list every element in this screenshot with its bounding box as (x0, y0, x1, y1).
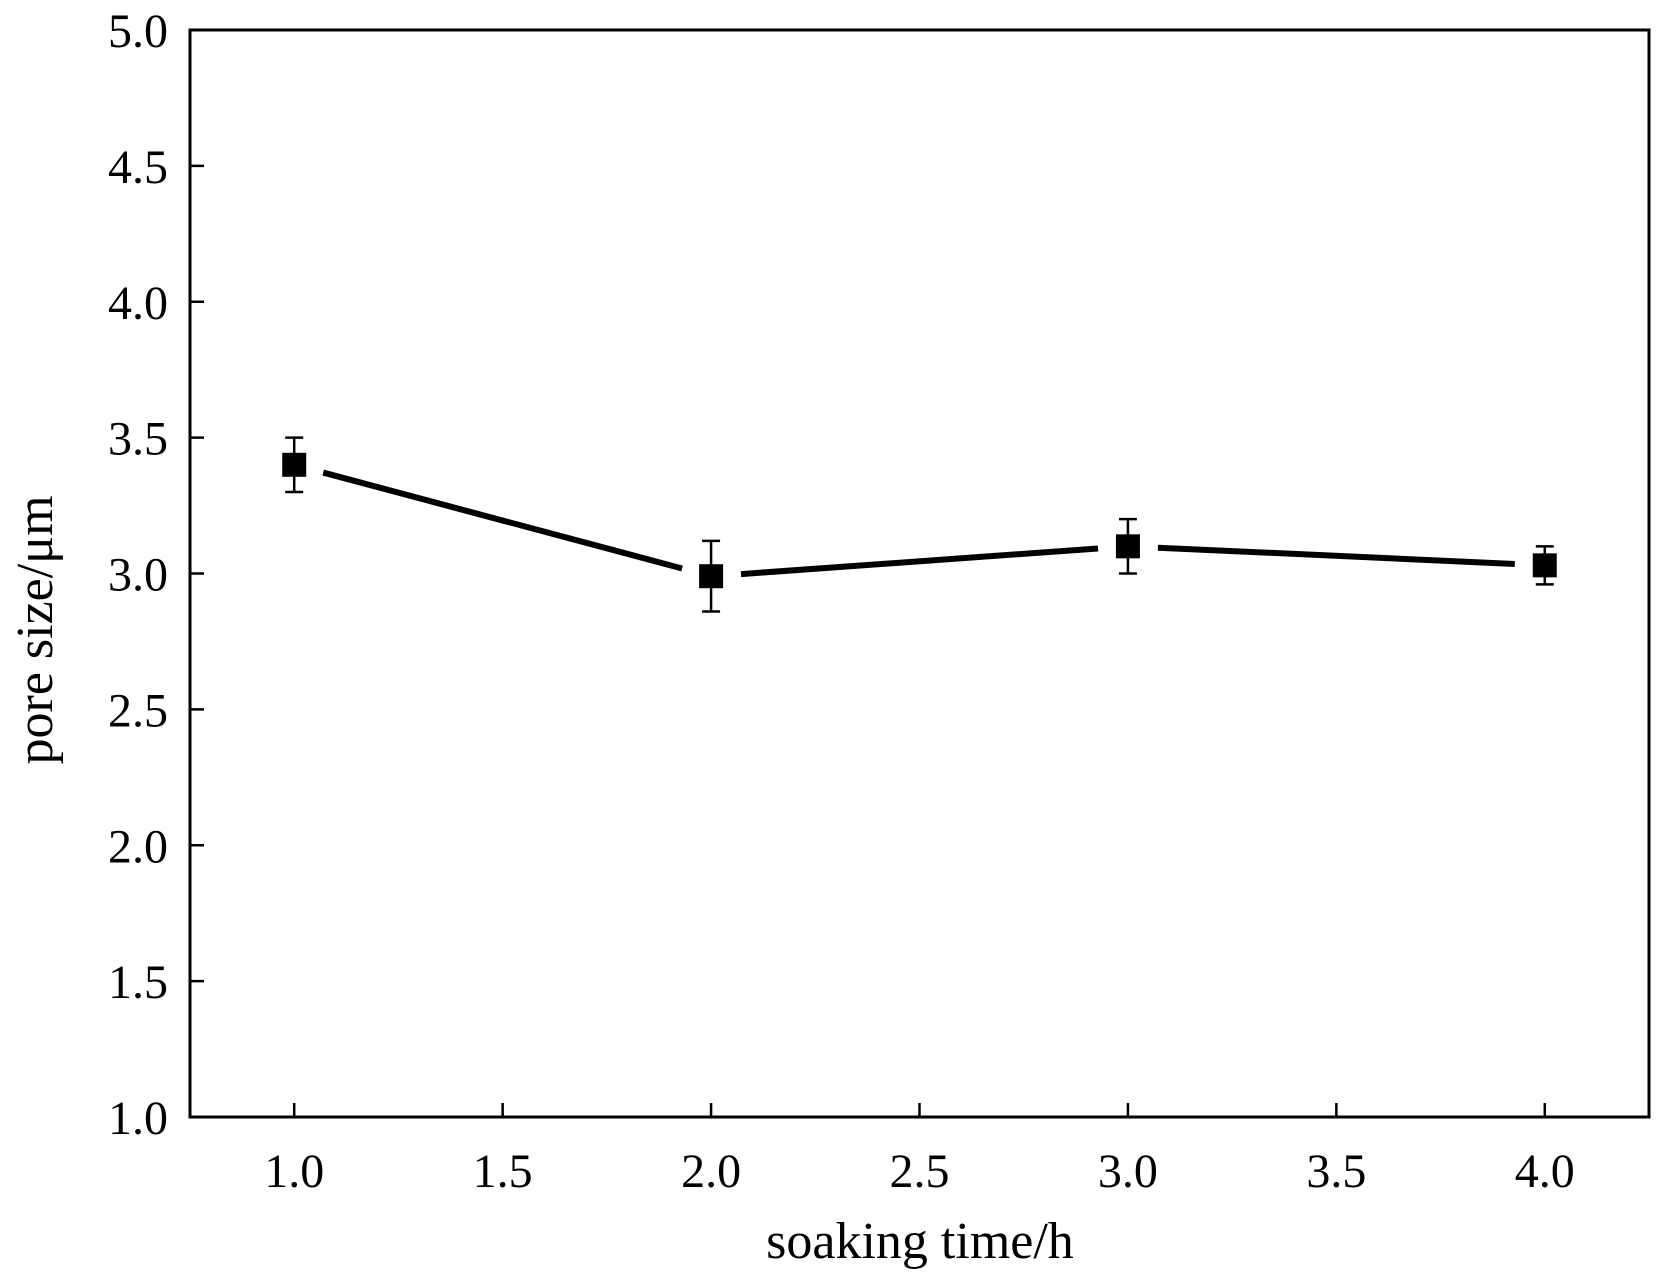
x-tick-label: 3.5 (1306, 1145, 1366, 1198)
y-tick-label: 1.0 (108, 1092, 168, 1145)
y-tick-label: 5.0 (108, 5, 168, 58)
y-axis-title: pore size/μm (7, 495, 64, 764)
y-tick-label: 2.0 (108, 820, 168, 873)
x-tick-label: 1.5 (473, 1145, 533, 1198)
x-tick-label: 4.0 (1515, 1145, 1575, 1198)
data-point-marker (282, 452, 307, 477)
y-tick-label: 4.0 (108, 277, 168, 330)
y-tick-label: 3.5 (108, 413, 168, 466)
x-axis-ticks: 1.0 1.5 2.0 2.5 3.0 3.5 4.0 (264, 1103, 1575, 1198)
plot-frame (188, 28, 1651, 1119)
series-layer (282, 436, 1557, 613)
series-line-segment (740, 545, 1099, 578)
x-axis-title: soaking time/h (766, 1213, 1074, 1270)
y-tick-label: 3.0 (108, 549, 168, 602)
data-point-marker (1532, 553, 1557, 578)
y-axis-ticks: 1.0 1.5 2.0 2.5 3.0 3.5 4.0 4.5 5.0 (108, 5, 204, 1145)
series-line-segment (1157, 544, 1515, 567)
data-point-marker (699, 564, 724, 589)
series-line-segment (322, 469, 683, 572)
y-tick-label: 1.5 (108, 956, 168, 1009)
data-point-marker (1115, 534, 1140, 559)
x-tick-label: 2.5 (890, 1145, 950, 1198)
x-tick-label: 3.0 (1098, 1145, 1158, 1198)
x-tick-label: 2.0 (681, 1145, 741, 1198)
y-tick-label: 4.5 (108, 141, 168, 194)
y-tick-label: 2.5 (108, 684, 168, 737)
x-tick-label: 1.0 (264, 1145, 324, 1198)
